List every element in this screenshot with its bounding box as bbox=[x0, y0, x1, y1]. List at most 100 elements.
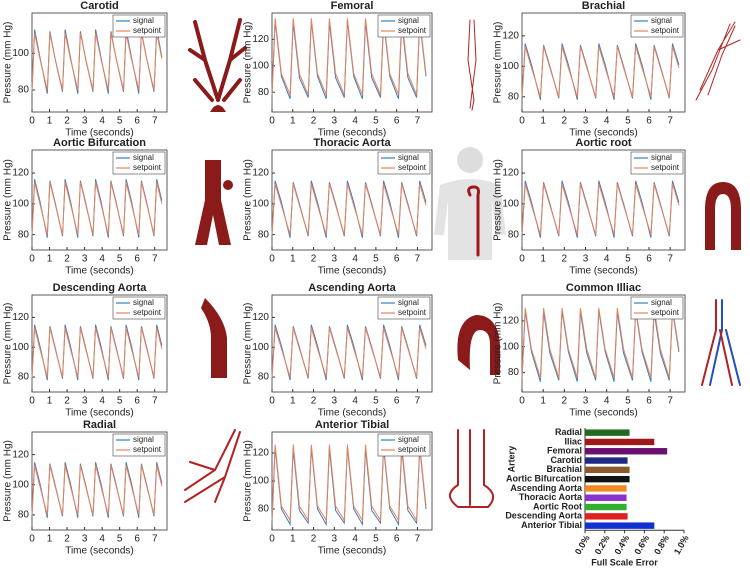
x-tick-label: 0 bbox=[519, 116, 525, 127]
x-tick-label: 4 bbox=[99, 534, 105, 545]
x-tick-label: 6 bbox=[134, 116, 140, 127]
x-tick-label: 6 bbox=[394, 396, 400, 407]
x-tick-label: 5 bbox=[625, 254, 631, 265]
category-label: Anterior Tibial bbox=[521, 520, 582, 530]
x-tick-label: 4 bbox=[604, 116, 610, 127]
series-line bbox=[31, 465, 163, 516]
bar bbox=[585, 448, 668, 455]
bar bbox=[585, 438, 655, 446]
x-tick-label: 6 bbox=[394, 254, 400, 265]
x-tick-label: 1 bbox=[540, 396, 546, 407]
category-label: Iliac bbox=[564, 436, 582, 446]
series-line bbox=[271, 18, 427, 95]
legend-label: signal bbox=[398, 153, 419, 162]
series-line bbox=[271, 444, 427, 522]
y-tick-label: 100 bbox=[252, 342, 269, 353]
x-tick-label: 3 bbox=[332, 116, 338, 127]
x-tick-label: 5 bbox=[373, 254, 379, 265]
y-axis-label: Pressure (mm Hg) bbox=[493, 159, 504, 241]
x-tick-label: 1 bbox=[47, 396, 53, 407]
x-tick-label: 3 bbox=[82, 534, 88, 545]
y-axis-label: Pressure (mm Hg) bbox=[3, 22, 14, 104]
radial-illustration bbox=[184, 429, 241, 503]
legend-label: signal bbox=[398, 435, 419, 444]
ascending-aorta-illustration bbox=[457, 315, 500, 375]
category-label: Femoral bbox=[547, 446, 582, 456]
x-tick-label: 4 bbox=[352, 116, 358, 127]
x-tick-label: 5 bbox=[117, 254, 123, 265]
brachial-illustration bbox=[695, 21, 741, 101]
bar bbox=[585, 457, 628, 464]
series-line bbox=[31, 327, 163, 378]
x-tick-label: 4 bbox=[604, 254, 610, 265]
legend-label: signal bbox=[398, 298, 419, 307]
x-tick-label: 7 bbox=[152, 534, 158, 545]
x-tick-label: 2 bbox=[311, 396, 317, 407]
chart-title: Aortic Bifurcation bbox=[53, 137, 146, 149]
x-tick-label: 7 bbox=[152, 396, 158, 407]
bar bbox=[585, 475, 630, 483]
y-tick-label: 80 bbox=[258, 87, 270, 98]
category-label: Aortic Root bbox=[533, 501, 582, 511]
y-tick-label: 80 bbox=[508, 367, 520, 378]
x-tick-label: 7 bbox=[415, 116, 421, 127]
x-tick-label: 0.2% bbox=[593, 533, 612, 556]
x-axis-label: Time (seconds) bbox=[318, 408, 387, 419]
y-axis-label: Pressure (mm Hg) bbox=[243, 22, 254, 104]
y-tick-label: 100 bbox=[252, 60, 269, 71]
legend-label: setpoint bbox=[133, 445, 162, 454]
legend-label: setpoint bbox=[133, 163, 162, 172]
tibial-illustration bbox=[449, 429, 495, 508]
x-tick-label: 2 bbox=[64, 396, 70, 407]
bar bbox=[585, 485, 627, 492]
bar bbox=[585, 522, 655, 529]
x-axis-label: Time (seconds) bbox=[65, 408, 134, 419]
carotid-illustration bbox=[188, 18, 247, 112]
x-axis-label: Time (seconds) bbox=[318, 128, 387, 139]
x-axis-label: Full Scale Error bbox=[591, 557, 658, 567]
legend-label: signal bbox=[651, 16, 672, 25]
y-tick-label: 120 bbox=[12, 449, 29, 460]
legend-label: signal bbox=[133, 435, 154, 444]
x-axis-label: Time (seconds) bbox=[318, 266, 387, 277]
series-line bbox=[31, 182, 163, 235]
x-tick-label: 1 bbox=[540, 254, 546, 265]
x-tick-label: 1 bbox=[47, 534, 53, 545]
chart-title: Anterior Tibial bbox=[315, 419, 389, 431]
x-axis-label: Time (seconds) bbox=[569, 408, 638, 419]
x-tick-label: 3 bbox=[332, 534, 338, 545]
x-tick-label: 5 bbox=[117, 116, 123, 127]
legend-label: setpoint bbox=[651, 26, 680, 35]
x-tick-label: 0 bbox=[269, 396, 275, 407]
x-tick-label: 2 bbox=[64, 534, 70, 545]
x-tick-label: 6 bbox=[134, 396, 140, 407]
y-tick-label: 120 bbox=[252, 312, 269, 323]
y-tick-label: 100 bbox=[502, 198, 519, 209]
category-label: Carotid bbox=[551, 455, 583, 465]
x-tick-label: 4 bbox=[352, 396, 358, 407]
x-tick-label: 0 bbox=[29, 254, 35, 265]
x-tick-label: 7 bbox=[667, 116, 673, 127]
x-tick-label: 2 bbox=[64, 116, 70, 127]
x-tick-label: 5 bbox=[373, 116, 379, 127]
aortic-root-illustration bbox=[705, 182, 741, 250]
x-tick-label: 2 bbox=[562, 396, 568, 407]
x-tick-label: 5 bbox=[373, 534, 379, 545]
x-tick-label: 2 bbox=[311, 254, 317, 265]
x-tick-label: 1 bbox=[47, 116, 53, 127]
bar bbox=[585, 513, 628, 520]
y-tick-label: 100 bbox=[12, 479, 29, 490]
x-tick-label: 3 bbox=[332, 396, 338, 407]
legend-label: signal bbox=[651, 153, 672, 162]
y-tick-label: 120 bbox=[502, 168, 519, 179]
y-tick-label: 80 bbox=[18, 510, 30, 521]
y-tick-label: 100 bbox=[252, 198, 269, 209]
legend-label: setpoint bbox=[133, 308, 162, 317]
x-tick-label: 3 bbox=[82, 396, 88, 407]
x-tick-label: 1.0% bbox=[672, 533, 691, 556]
x-tick-label: 2 bbox=[311, 534, 317, 545]
bar bbox=[585, 429, 630, 436]
y-tick-label: 120 bbox=[502, 316, 519, 327]
x-tick-label: 5 bbox=[625, 396, 631, 407]
x-tick-label: 0 bbox=[269, 116, 275, 127]
